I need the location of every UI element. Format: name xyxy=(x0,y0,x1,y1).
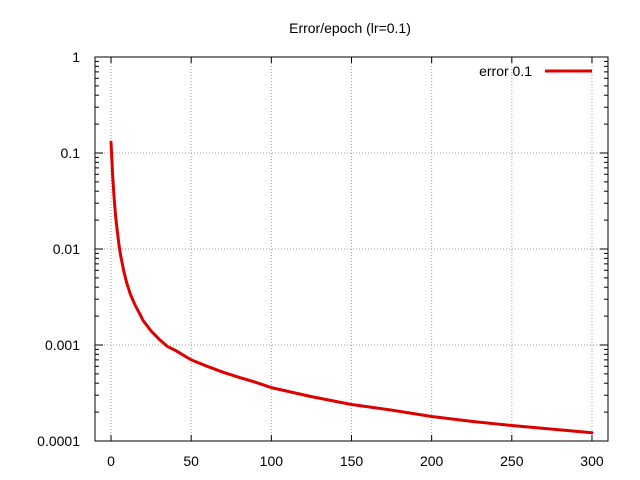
y-tick-label: 0.1 xyxy=(61,145,81,161)
y-axis-tick-labels: 0.0001 0.001 0.01 0.1 1 xyxy=(37,49,80,449)
x-tick-label: 200 xyxy=(420,453,444,469)
x-tick-label: 0 xyxy=(107,453,115,469)
y-tick-label: 0.001 xyxy=(45,337,80,353)
legend: error 0.1 xyxy=(479,63,592,79)
y-tick-label: 1 xyxy=(72,49,80,65)
chart-title: Error/epoch (lr=0.1) xyxy=(289,20,411,36)
x-tick-label: 150 xyxy=(340,453,364,469)
x-tick-label: 250 xyxy=(500,453,524,469)
series-lines xyxy=(109,140,594,435)
grid-lines xyxy=(95,56,608,442)
series-line xyxy=(109,140,594,435)
y-tick-label: 0.0001 xyxy=(37,433,80,449)
y-tick-label: 0.01 xyxy=(53,241,80,257)
x-tick-label: 100 xyxy=(260,453,284,469)
x-tick-label: 300 xyxy=(580,453,604,469)
axis-ticks xyxy=(95,56,608,442)
legend-label: error 0.1 xyxy=(479,63,532,79)
x-tick-label: 50 xyxy=(183,453,199,469)
x-axis-tick-labels: 0 50 100 150 200 250 300 xyxy=(107,453,604,469)
